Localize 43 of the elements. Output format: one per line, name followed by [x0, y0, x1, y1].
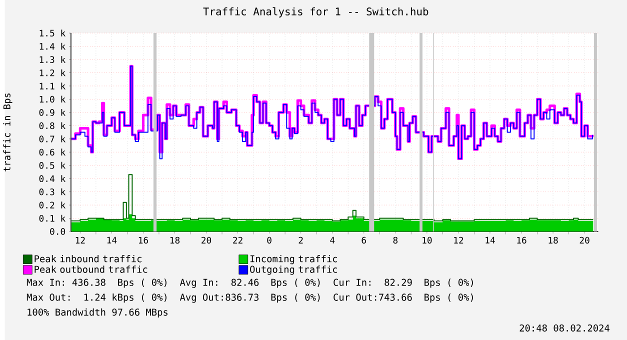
y-tick-label: 1.3 k: [40, 56, 66, 63]
y-tick-label: 0.8 k: [39, 122, 66, 129]
x-tick-label: 20: [202, 236, 212, 244]
x-tick-label: 14: [486, 236, 495, 244]
x-tick-label: 6: [362, 236, 366, 244]
x-tick-label: 2: [298, 236, 303, 244]
x-tick-label: 14: [107, 236, 117, 244]
text: Max Out: 1.24 kBps ( 0%) Avg Out:836.73 Bps ( 0%) Cur Out:743.66 Bps ( 0%): [26, 293, 473, 303]
x-tick-label: 0: [267, 236, 272, 244]
legend-label: Outgoing traffic: [250, 265, 338, 275]
y-tick-label: 1.5 k: [40, 29, 66, 36]
x-tick-label: 20: [580, 236, 590, 244]
legend-label: Peak inbound traffic: [34, 254, 142, 262]
y-tick-label: 0.1 k: [39, 214, 66, 222]
chart-title: Traffic Analysis for 1 -- Switch.hub: [203, 7, 428, 18]
x-tick-label: 4: [330, 236, 335, 244]
y-tick-label: 1.1 k: [40, 82, 66, 90]
x-tick-label: 12: [76, 236, 85, 244]
y-tick-label: 1.0 k: [40, 96, 66, 102]
x-tick-label: 18: [548, 236, 558, 244]
x-tick-label: 16: [517, 236, 526, 244]
y-axis-title: traffic in Bps: [3, 93, 12, 172]
x-tick-label: 22: [233, 236, 242, 244]
y-tick-label: 1.2 k: [40, 69, 66, 76]
x-tick-label: 10: [422, 236, 432, 244]
y-tick-label: 0.9 k: [39, 108, 66, 116]
x-tick-label: 18: [170, 236, 180, 244]
y-tick-label: 0.0: [50, 228, 66, 235]
y-tick-label: 1.4 k: [40, 42, 66, 50]
x-tick-label: 12: [454, 236, 464, 244]
text: 100% Bandwidth 97.66 MBps: [28, 308, 168, 318]
y-tick-label: 0.3 k: [39, 188, 66, 196]
text: Max In: 436.38 Bps ( 0%) Avg In: 82.46 Bps ( 0%) Cur In: 82.29 Bps ( 0%): [26, 278, 473, 288]
y-tick-label: 0.4 k: [39, 174, 66, 182]
y-tick-label: 0.6 k: [39, 148, 66, 156]
legend-label: Peak outbound traffic: [34, 265, 148, 273]
text: 20:48 08.02.2024: [520, 324, 610, 332]
x-tick-label: 16: [138, 236, 148, 244]
y-tick-label: 0.5 k: [39, 162, 66, 169]
y-tick-label: 0.7 k: [39, 135, 66, 142]
x-tick-label: 8: [393, 236, 398, 244]
y-tick-label: 0.2 k: [39, 201, 66, 208]
legend-label: Incoming traffic: [250, 254, 338, 264]
